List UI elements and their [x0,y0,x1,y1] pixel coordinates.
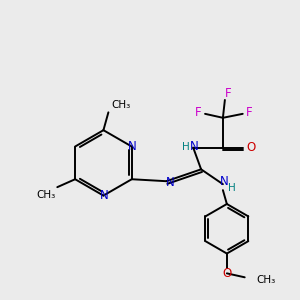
Text: O: O [246,141,255,154]
Text: F: F [224,86,231,100]
Text: CH₃: CH₃ [36,190,55,200]
Text: N: N [190,140,199,153]
Text: CH₃: CH₃ [111,100,130,110]
Text: CH₃: CH₃ [256,275,276,285]
Text: F: F [246,106,253,119]
Text: N: N [100,189,109,202]
Text: N: N [166,176,175,189]
Text: N: N [128,140,137,153]
Text: N: N [220,175,228,188]
Text: H: H [228,183,236,193]
Text: O: O [222,267,232,280]
Text: H: H [182,142,190,152]
Text: F: F [195,106,201,119]
